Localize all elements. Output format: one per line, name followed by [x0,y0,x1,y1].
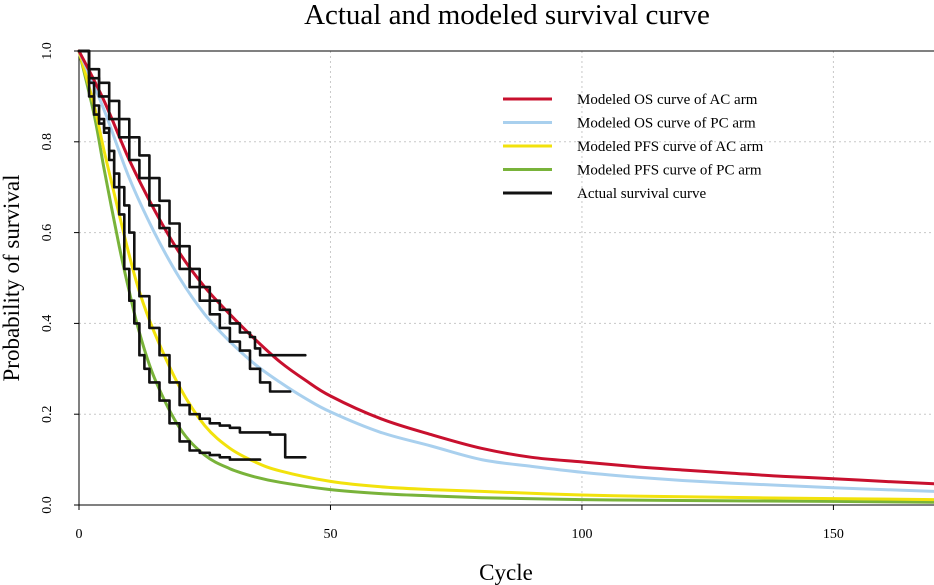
actual-survival-step-line [77,49,307,459]
series-line-1 [77,49,934,493]
x-tick-label: 50 [323,527,337,542]
y-tick-label: 0.4 [40,315,55,333]
actual-survival-step-line [77,49,262,461]
x-tick-label: 0 [76,527,83,542]
y-tick-label: 0.2 [40,405,55,423]
y-tick-label: 0.8 [40,133,55,151]
series-lines [77,49,934,504]
y-axis-title: Probability of survival [0,175,24,382]
actual-survival-step-line [77,49,307,357]
gridlines [79,51,934,505]
legend-label: Modeled OS curve of AC arm [577,92,758,108]
legend-label: Modeled PFS curve of AC arm [577,139,764,155]
series-line-2 [77,49,934,502]
axes [78,50,934,506]
x-tick-label: 100 [571,527,592,542]
x-tick-label: 150 [823,527,844,542]
legend-label: Modeled PFS curve of PC arm [577,163,762,179]
ticks: 0 50 100 150 0.0 0.2 0.4 0.6 0.8 1.0 [40,42,844,542]
legend-label: Actual survival curve [577,186,706,202]
legend-label: Modeled OS curve of PC arm [577,116,756,132]
actual-survival-step-line [77,49,292,393]
series-line-3 [77,49,934,504]
x-axis-title: Cycle [479,560,533,585]
y-tick-label: 0.6 [40,224,55,242]
legend: Modeled OS curve of AC arm Modeled OS cur… [503,92,764,202]
chart-title: Actual and modeled survival curve [304,0,710,31]
y-tick-label: 0.0 [40,496,55,514]
y-tick-label: 1.0 [40,42,55,60]
